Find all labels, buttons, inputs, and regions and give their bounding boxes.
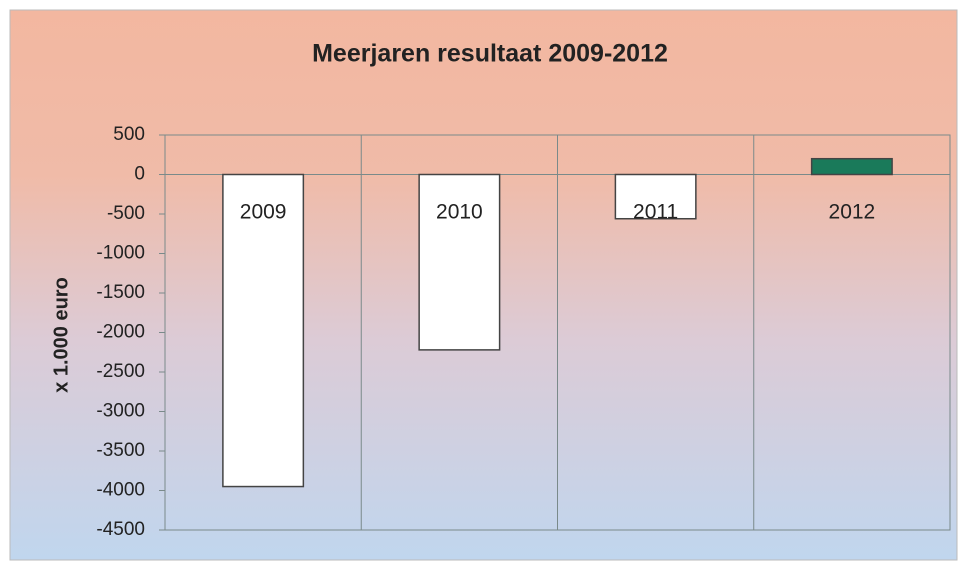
y-tick-label: -3000	[96, 401, 145, 422]
y-tick-label: -1500	[96, 282, 145, 303]
category-label: 2012	[829, 201, 876, 224]
category-label: 2011	[633, 201, 678, 224]
bar	[810, 157, 893, 176]
y-tick-label: 0	[134, 164, 145, 185]
bar	[418, 173, 501, 351]
y-axis-label: x 1.000 euro	[50, 277, 72, 393]
y-tick-label: -3500	[96, 440, 145, 461]
y-tick-label: -4000	[96, 480, 145, 501]
y-tick-label: -1000	[96, 243, 145, 264]
category-label: 2009	[240, 201, 287, 224]
y-tick-label: -2000	[96, 322, 145, 343]
bar	[614, 173, 697, 220]
bar	[222, 173, 305, 488]
y-tick-label: -500	[107, 203, 145, 224]
chart-title: Meerjaren resultaat 2009-2012	[312, 40, 668, 68]
y-tick-label: -4500	[96, 519, 145, 540]
y-tick-label: -2500	[96, 361, 145, 382]
category-label: 2010	[436, 201, 483, 224]
y-tick-label: 500	[113, 124, 145, 145]
